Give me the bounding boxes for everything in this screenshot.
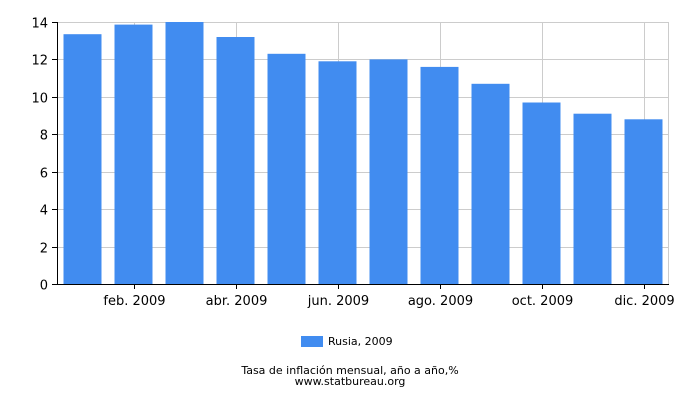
bar xyxy=(573,113,612,284)
bar xyxy=(420,66,459,285)
plot-area xyxy=(57,22,669,284)
bar xyxy=(63,34,102,285)
y-tick-label: 10 xyxy=(31,92,48,107)
y-tick-label: 0 xyxy=(40,279,48,294)
bar xyxy=(624,119,663,284)
y-tick-label: 4 xyxy=(40,204,48,219)
y-tick-label: 12 xyxy=(31,54,48,69)
bar xyxy=(522,102,561,284)
y-tick-label: 2 xyxy=(40,242,48,257)
x-tick-label: ago. 2009 xyxy=(408,294,473,309)
bar xyxy=(471,83,510,284)
x-tick-labels: feb. 2009 abr. 2009 jun. 2009 ago. 2009 oct.… xyxy=(103,294,674,309)
bar xyxy=(114,24,153,284)
chart-caption: Tasa de inflación mensual, año a año,% xyxy=(241,364,459,377)
legend: Rusia, 2009 xyxy=(301,333,393,349)
bar xyxy=(267,53,306,284)
bar xyxy=(318,61,357,284)
bar xyxy=(369,59,408,285)
x-tick-label: feb. 2009 xyxy=(103,294,165,309)
legend-swatch xyxy=(301,335,323,347)
x-tick-label: jun. 2009 xyxy=(307,294,369,309)
x-tick-label: dic. 2009 xyxy=(614,294,674,309)
source-url: www.statbureau.org xyxy=(294,375,406,388)
legend-label: Rusia, 2009 xyxy=(328,334,393,348)
y-tick-label: 6 xyxy=(40,167,48,182)
y-tick-label: 8 xyxy=(40,129,48,144)
bar xyxy=(216,37,255,284)
x-tick-label: oct. 2009 xyxy=(512,294,574,309)
x-tick-label: abr. 2009 xyxy=(206,294,268,309)
y-tick-labels: 0 2 4 6 8 10 12 14 xyxy=(31,17,48,294)
axes xyxy=(52,22,669,289)
y-tick-label: 14 xyxy=(31,17,48,32)
bar xyxy=(165,22,204,284)
bars xyxy=(63,22,663,285)
